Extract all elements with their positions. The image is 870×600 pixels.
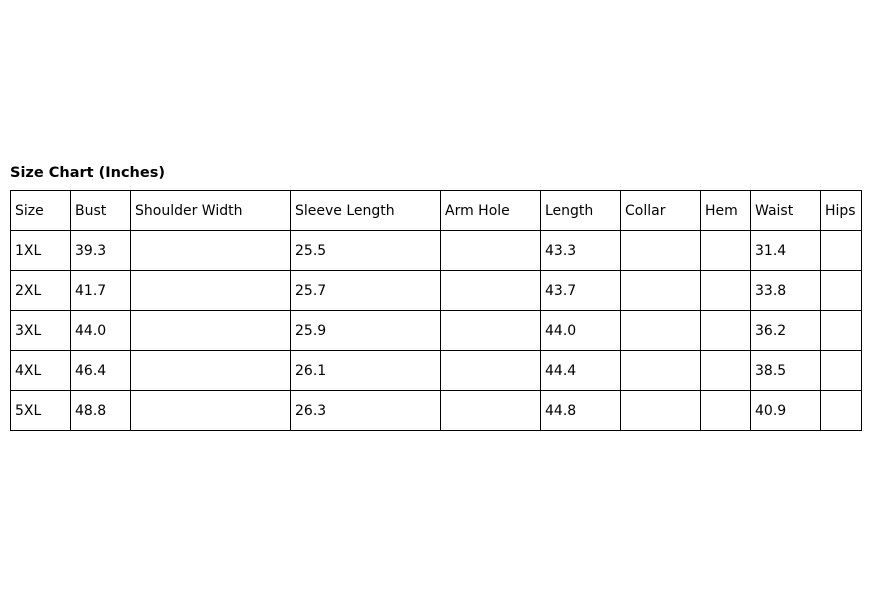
- table-cell: 31.4: [750, 230, 821, 271]
- table-cell: [130, 310, 291, 351]
- table-cell: [130, 390, 291, 431]
- table-cell: [620, 350, 701, 391]
- table-cell: 39.3: [70, 230, 131, 271]
- table-cell: 25.7: [290, 270, 441, 311]
- table-row: 4XL 46.4 26.1 44.4 38.5: [10, 350, 862, 391]
- table-cell: 43.3: [540, 230, 621, 271]
- table-cell: 33.8: [750, 270, 821, 311]
- table-row: 3XL 44.0 25.9 44.0 36.2: [10, 310, 862, 351]
- size-chart-table: Size Bust Shoulder Width Sleeve Length Arm H…: [10, 190, 862, 431]
- table-cell: 1XL: [10, 230, 71, 271]
- header-row: Size Bust Shoulder Width Sleeve Length Arm H…: [10, 190, 862, 231]
- table-cell: [820, 350, 862, 391]
- table-cell: [820, 390, 862, 431]
- table-cell: 3XL: [10, 310, 71, 351]
- column-header: Sleeve Length: [290, 190, 441, 231]
- table-cell: [700, 350, 751, 391]
- column-header: Arm Hole: [440, 190, 541, 231]
- table-cell: [820, 270, 862, 311]
- column-header: Hem: [700, 190, 751, 231]
- column-header: Collar: [620, 190, 701, 231]
- table-cell: [440, 350, 541, 391]
- table-cell: [700, 230, 751, 271]
- table-cell: 25.5: [290, 230, 441, 271]
- table-cell: [440, 230, 541, 271]
- table-cell: 38.5: [750, 350, 821, 391]
- table-cell: 4XL: [10, 350, 71, 391]
- table-cell: [440, 270, 541, 311]
- table-cell: [130, 350, 291, 391]
- table-cell: [620, 230, 701, 271]
- table-cell: 43.7: [540, 270, 621, 311]
- table-cell: [440, 310, 541, 351]
- table-cell: 44.0: [70, 310, 131, 351]
- table-row: 1XL 39.3 25.5 43.3 31.4: [10, 230, 862, 271]
- table-cell: 44.0: [540, 310, 621, 351]
- table-cell: 2XL: [10, 270, 71, 311]
- column-header: Length: [540, 190, 621, 231]
- table-cell: 5XL: [10, 390, 71, 431]
- table-cell: [700, 390, 751, 431]
- table-cell: [700, 310, 751, 351]
- page-title: Size Chart (Inches): [10, 165, 165, 181]
- table-cell: [820, 310, 862, 351]
- table-cell: 36.2: [750, 310, 821, 351]
- table-cell: 40.9: [750, 390, 821, 431]
- table-cell: [130, 270, 291, 311]
- table-cell: [620, 390, 701, 431]
- table-cell: [130, 230, 291, 271]
- table-cell: 26.3: [290, 390, 441, 431]
- table-cell: [700, 270, 751, 311]
- column-header: Shoulder Width: [130, 190, 291, 231]
- table-cell: 44.4: [540, 350, 621, 391]
- table-row: 2XL 41.7 25.7 43.7 33.8: [10, 270, 862, 311]
- column-header: Waist: [750, 190, 821, 231]
- table-cell: 44.8: [540, 390, 621, 431]
- column-header: Bust: [70, 190, 131, 231]
- table-cell: 26.1: [290, 350, 441, 391]
- table-row: 5XL 48.8 26.3 44.8 40.9: [10, 390, 862, 431]
- table-cell: 25.9: [290, 310, 441, 351]
- table-cell: 41.7: [70, 270, 131, 311]
- table-cell: [440, 390, 541, 431]
- table-cell: [820, 230, 862, 271]
- column-header: Size: [10, 190, 71, 231]
- table-cell: [620, 310, 701, 351]
- column-header: Hips: [820, 190, 862, 231]
- table-cell: 48.8: [70, 390, 131, 431]
- table-cell: 46.4: [70, 350, 131, 391]
- table-cell: [620, 270, 701, 311]
